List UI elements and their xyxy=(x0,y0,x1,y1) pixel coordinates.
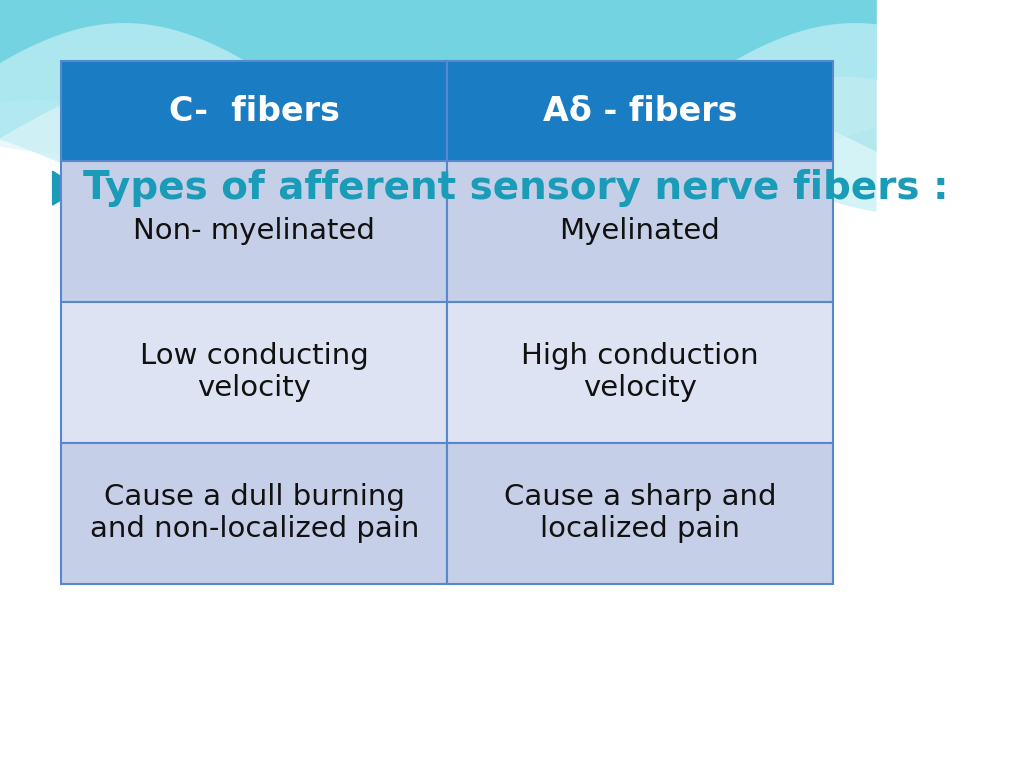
Text: Aδ - fibers: Aδ - fibers xyxy=(543,94,737,127)
Text: C-  fibers: C- fibers xyxy=(169,94,340,127)
Text: Types of afferent sensory nerve fibers :: Types of afferent sensory nerve fibers : xyxy=(83,169,949,207)
PathPatch shape xyxy=(0,0,877,200)
FancyBboxPatch shape xyxy=(447,61,833,161)
PathPatch shape xyxy=(0,0,877,215)
PathPatch shape xyxy=(0,0,877,177)
Text: Cause a dull burning
and non-localized pain: Cause a dull burning and non-localized p… xyxy=(89,483,419,544)
FancyBboxPatch shape xyxy=(447,161,833,302)
Text: Cause a sharp and
localized pain: Cause a sharp and localized pain xyxy=(504,483,776,544)
Polygon shape xyxy=(52,171,80,205)
FancyBboxPatch shape xyxy=(61,442,447,584)
FancyBboxPatch shape xyxy=(61,302,447,442)
FancyBboxPatch shape xyxy=(447,442,833,584)
Text: Non- myelinated: Non- myelinated xyxy=(133,217,375,245)
FancyBboxPatch shape xyxy=(447,302,833,442)
PathPatch shape xyxy=(0,0,877,207)
Text: High conduction
velocity: High conduction velocity xyxy=(521,342,759,402)
PathPatch shape xyxy=(0,0,877,154)
Text: Low conducting
velocity: Low conducting velocity xyxy=(140,342,369,402)
FancyBboxPatch shape xyxy=(61,61,447,161)
FancyBboxPatch shape xyxy=(61,161,447,302)
Text: Myelinated: Myelinated xyxy=(559,217,720,245)
